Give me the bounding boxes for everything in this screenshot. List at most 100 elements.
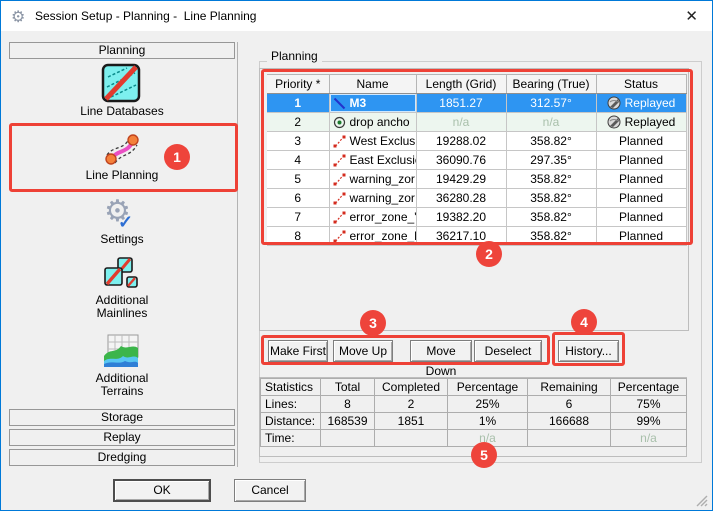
- blue-line-icon: [333, 97, 345, 110]
- sidebar-item-label: Additional Terrains: [95, 371, 149, 398]
- name-cell: error_zone_': [329, 207, 417, 227]
- table-row[interactable]: 6 warning_zor 36280.28 358.82° Planned: [267, 188, 687, 208]
- stats-col-statistics: Statistics: [260, 378, 321, 396]
- priority-cell: 2: [267, 112, 330, 132]
- line-planning-icon: [105, 134, 139, 165]
- sidebar-item-label: Line Databases: [80, 104, 164, 118]
- stats-value: n/a: [610, 429, 687, 447]
- table-header-row: Priority * Name Length (Grid) Bearing (T…: [267, 74, 687, 94]
- settings-icon: ⚙ ✓: [104, 195, 134, 233]
- stats-value: [320, 429, 375, 447]
- sidebar-section-replay[interactable]: Replay: [9, 429, 235, 446]
- stats-col-total: Total: [320, 378, 375, 396]
- length-cell: 36090.76: [416, 150, 507, 170]
- stats-col-completed: Completed: [374, 378, 448, 396]
- priority-cell: 7: [267, 207, 330, 227]
- sidebar-item-label: Settings: [100, 232, 144, 246]
- red-dashed-line-icon: [333, 192, 345, 205]
- table-row[interactable]: 2 drop ancho n/a n/a Replayed: [267, 112, 687, 132]
- app-gear-icon: ⚙: [11, 9, 26, 26]
- stats-row-distance: Distance: 168539 1851 1% 166688 99%: [260, 412, 687, 430]
- stats-col-percentage: Percentage: [447, 378, 528, 396]
- additional-mainlines-icon: [104, 257, 138, 288]
- table-row[interactable]: 7 error_zone_' 19382.20 358.82° Planned: [267, 207, 687, 227]
- line-planning-table: Priority * Name Length (Grid) Bearing (T…: [267, 74, 687, 246]
- stats-value: [527, 429, 611, 447]
- stats-value: 1851: [374, 412, 448, 430]
- replayed-icon: [607, 96, 621, 110]
- stats-value: 8: [320, 395, 375, 413]
- priority-cell: 3: [267, 131, 330, 151]
- table-row[interactable]: 4 East Exclusic 36090.76 297.35° Planned: [267, 150, 687, 170]
- stats-value: [374, 429, 448, 447]
- statistics-table: Statistics Total Completed Percentage Re…: [260, 378, 687, 447]
- bearing-cell: 358.82°: [506, 207, 597, 227]
- close-icon[interactable]: ✕: [685, 8, 698, 25]
- status-cell: Planned: [596, 150, 687, 170]
- column-header-length[interactable]: Length (Grid): [416, 74, 507, 94]
- annotation-badge-1: 1: [164, 144, 190, 170]
- sidebar-item-label: Line Planning: [85, 168, 159, 182]
- window-title: Session Setup - Planning - Line Planning: [35, 9, 257, 23]
- cancel-button[interactable]: Cancel: [234, 479, 306, 502]
- priority-cell: 8: [267, 226, 330, 246]
- sidebar-section-dredging[interactable]: Dredging: [9, 449, 235, 466]
- bearing-cell: 358.82°: [506, 188, 597, 208]
- status-cell: Planned: [596, 207, 687, 227]
- move-up-button[interactable]: Move Up: [333, 340, 393, 362]
- stats-value: 99%: [610, 412, 687, 430]
- line-databases-icon: [101, 63, 141, 103]
- priority-cell: 4: [267, 150, 330, 170]
- bearing-cell: 358.82°: [506, 131, 597, 151]
- priority-cell: 6: [267, 188, 330, 208]
- column-header-bearing[interactable]: Bearing (True): [506, 74, 597, 94]
- table-row[interactable]: 1 M3 1851.27 312.57° Replayed: [267, 93, 687, 113]
- deselect-button[interactable]: Deselect: [474, 340, 542, 362]
- length-cell: 19429.29: [416, 169, 507, 189]
- sidebar-section-storage[interactable]: Storage: [9, 409, 235, 426]
- history-button[interactable]: History...: [558, 340, 619, 362]
- replayed-icon: [607, 115, 621, 129]
- ok-button[interactable]: OK: [113, 479, 211, 502]
- length-cell: 36217.10: [416, 226, 507, 246]
- status-cell: Planned: [596, 131, 687, 151]
- titlebar: ⚙ Session Setup - Planning - Line Planni…: [1, 1, 712, 31]
- red-dashed-line-icon: [333, 154, 345, 167]
- table-row[interactable]: 3 West Exclus 19288.02 358.82° Planned: [267, 131, 687, 151]
- bearing-cell: 297.35°: [506, 150, 597, 170]
- make-first-button[interactable]: Make First: [268, 340, 328, 362]
- bearing-cell: 312.57°: [506, 93, 597, 113]
- table-row[interactable]: 8 error_zone_l 36217.10 358.82° Planned: [267, 226, 687, 246]
- move-down-button[interactable]: Move Down: [410, 340, 472, 378]
- sidebar-section-planning[interactable]: Planning: [9, 42, 235, 59]
- length-cell: 36280.28: [416, 188, 507, 208]
- table-row[interactable]: 5 warning_zor 19429.29 358.82° Planned: [267, 169, 687, 189]
- column-header-status[interactable]: Status: [596, 74, 687, 94]
- stats-header-row: Statistics Total Completed Percentage Re…: [260, 378, 687, 396]
- name-cell: error_zone_l: [329, 226, 417, 246]
- name-cell: M3: [329, 93, 417, 113]
- column-header-priority[interactable]: Priority *: [267, 74, 330, 94]
- stats-row-time: Time: n/a n/a: [260, 429, 687, 447]
- bearing-cell: n/a: [506, 112, 597, 132]
- length-cell: 19288.02: [416, 131, 507, 151]
- anchor-point-icon: [333, 116, 345, 129]
- status-cell: Replayed: [596, 93, 687, 113]
- name-cell: drop ancho: [329, 112, 417, 132]
- stats-col-remaining: Remaining: [527, 378, 611, 396]
- name-cell: East Exclusic: [329, 150, 417, 170]
- red-dashed-line-icon: [333, 230, 345, 243]
- stats-label: Lines:: [260, 395, 321, 413]
- stats-label: Distance:: [260, 412, 321, 430]
- name-cell: West Exclus: [329, 131, 417, 151]
- resize-grip[interactable]: [693, 492, 708, 507]
- bearing-cell: 358.82°: [506, 226, 597, 246]
- sidebar-item-label: Additional Mainlines: [95, 293, 149, 320]
- column-header-name[interactable]: Name: [329, 74, 417, 94]
- length-cell: 1851.27: [416, 93, 507, 113]
- red-dashed-line-icon: [333, 135, 345, 148]
- sidebar-separator: [237, 42, 238, 467]
- bearing-cell: 358.82°: [506, 169, 597, 189]
- stats-value: 1%: [447, 412, 528, 430]
